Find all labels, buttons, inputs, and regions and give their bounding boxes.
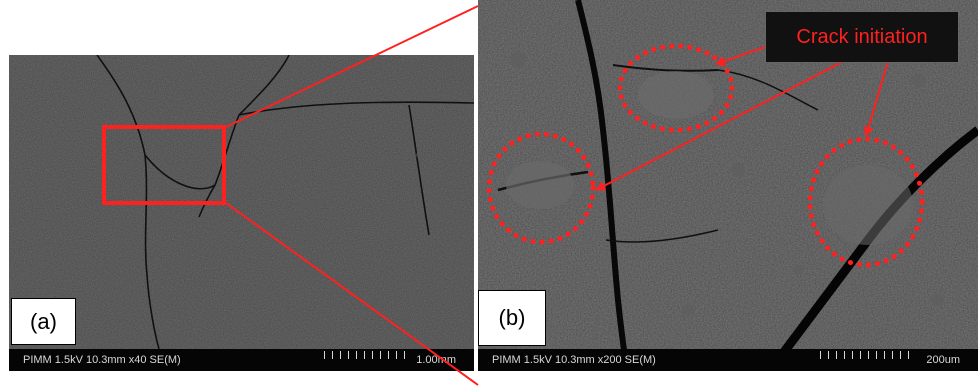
scale-bar-a [324,351,406,359]
crack-initiation-annotations [486,43,925,268]
sem-metadata-a: PIMM 1.5kV 10.3mm x40 SE(M) [23,354,181,366]
sem-image-panel-a: (a) PIMM 1.5kV 10.3mm x40 SE(M) 1.00mm [9,55,474,371]
dotted-circle-1 [617,43,735,133]
panel-b-label: (b) [478,290,546,346]
dotted-circle-3 [807,136,925,268]
arrow-to-circle-3 [863,60,889,137]
arrow-to-circle-1 [715,45,769,66]
sem-info-bar-b: PIMM 1.5kV 10.3mm x200 SE(M) 200um [478,349,978,371]
scale-bar-label-a: 1.00mm [416,354,456,366]
arrow-to-circle-2 [595,60,845,191]
dotted-circle-2 [486,131,596,245]
zoom-region-box [102,125,226,205]
scale-bar-label-b: 200um [926,354,960,366]
crack-initiation-callout: Crack initiation [765,11,959,63]
sem-metadata-b: PIMM 1.5kV 10.3mm x200 SE(M) [492,354,656,366]
panel-a-label: (a) [11,298,76,345]
sem-image-panel-b: Crack initiation (b) PIMM 1.5kV 10.3mm x… [478,0,978,371]
scale-bar-b [820,351,912,359]
sem-info-bar-a: PIMM 1.5kV 10.3mm x40 SE(M) 1.00mm [9,349,474,371]
